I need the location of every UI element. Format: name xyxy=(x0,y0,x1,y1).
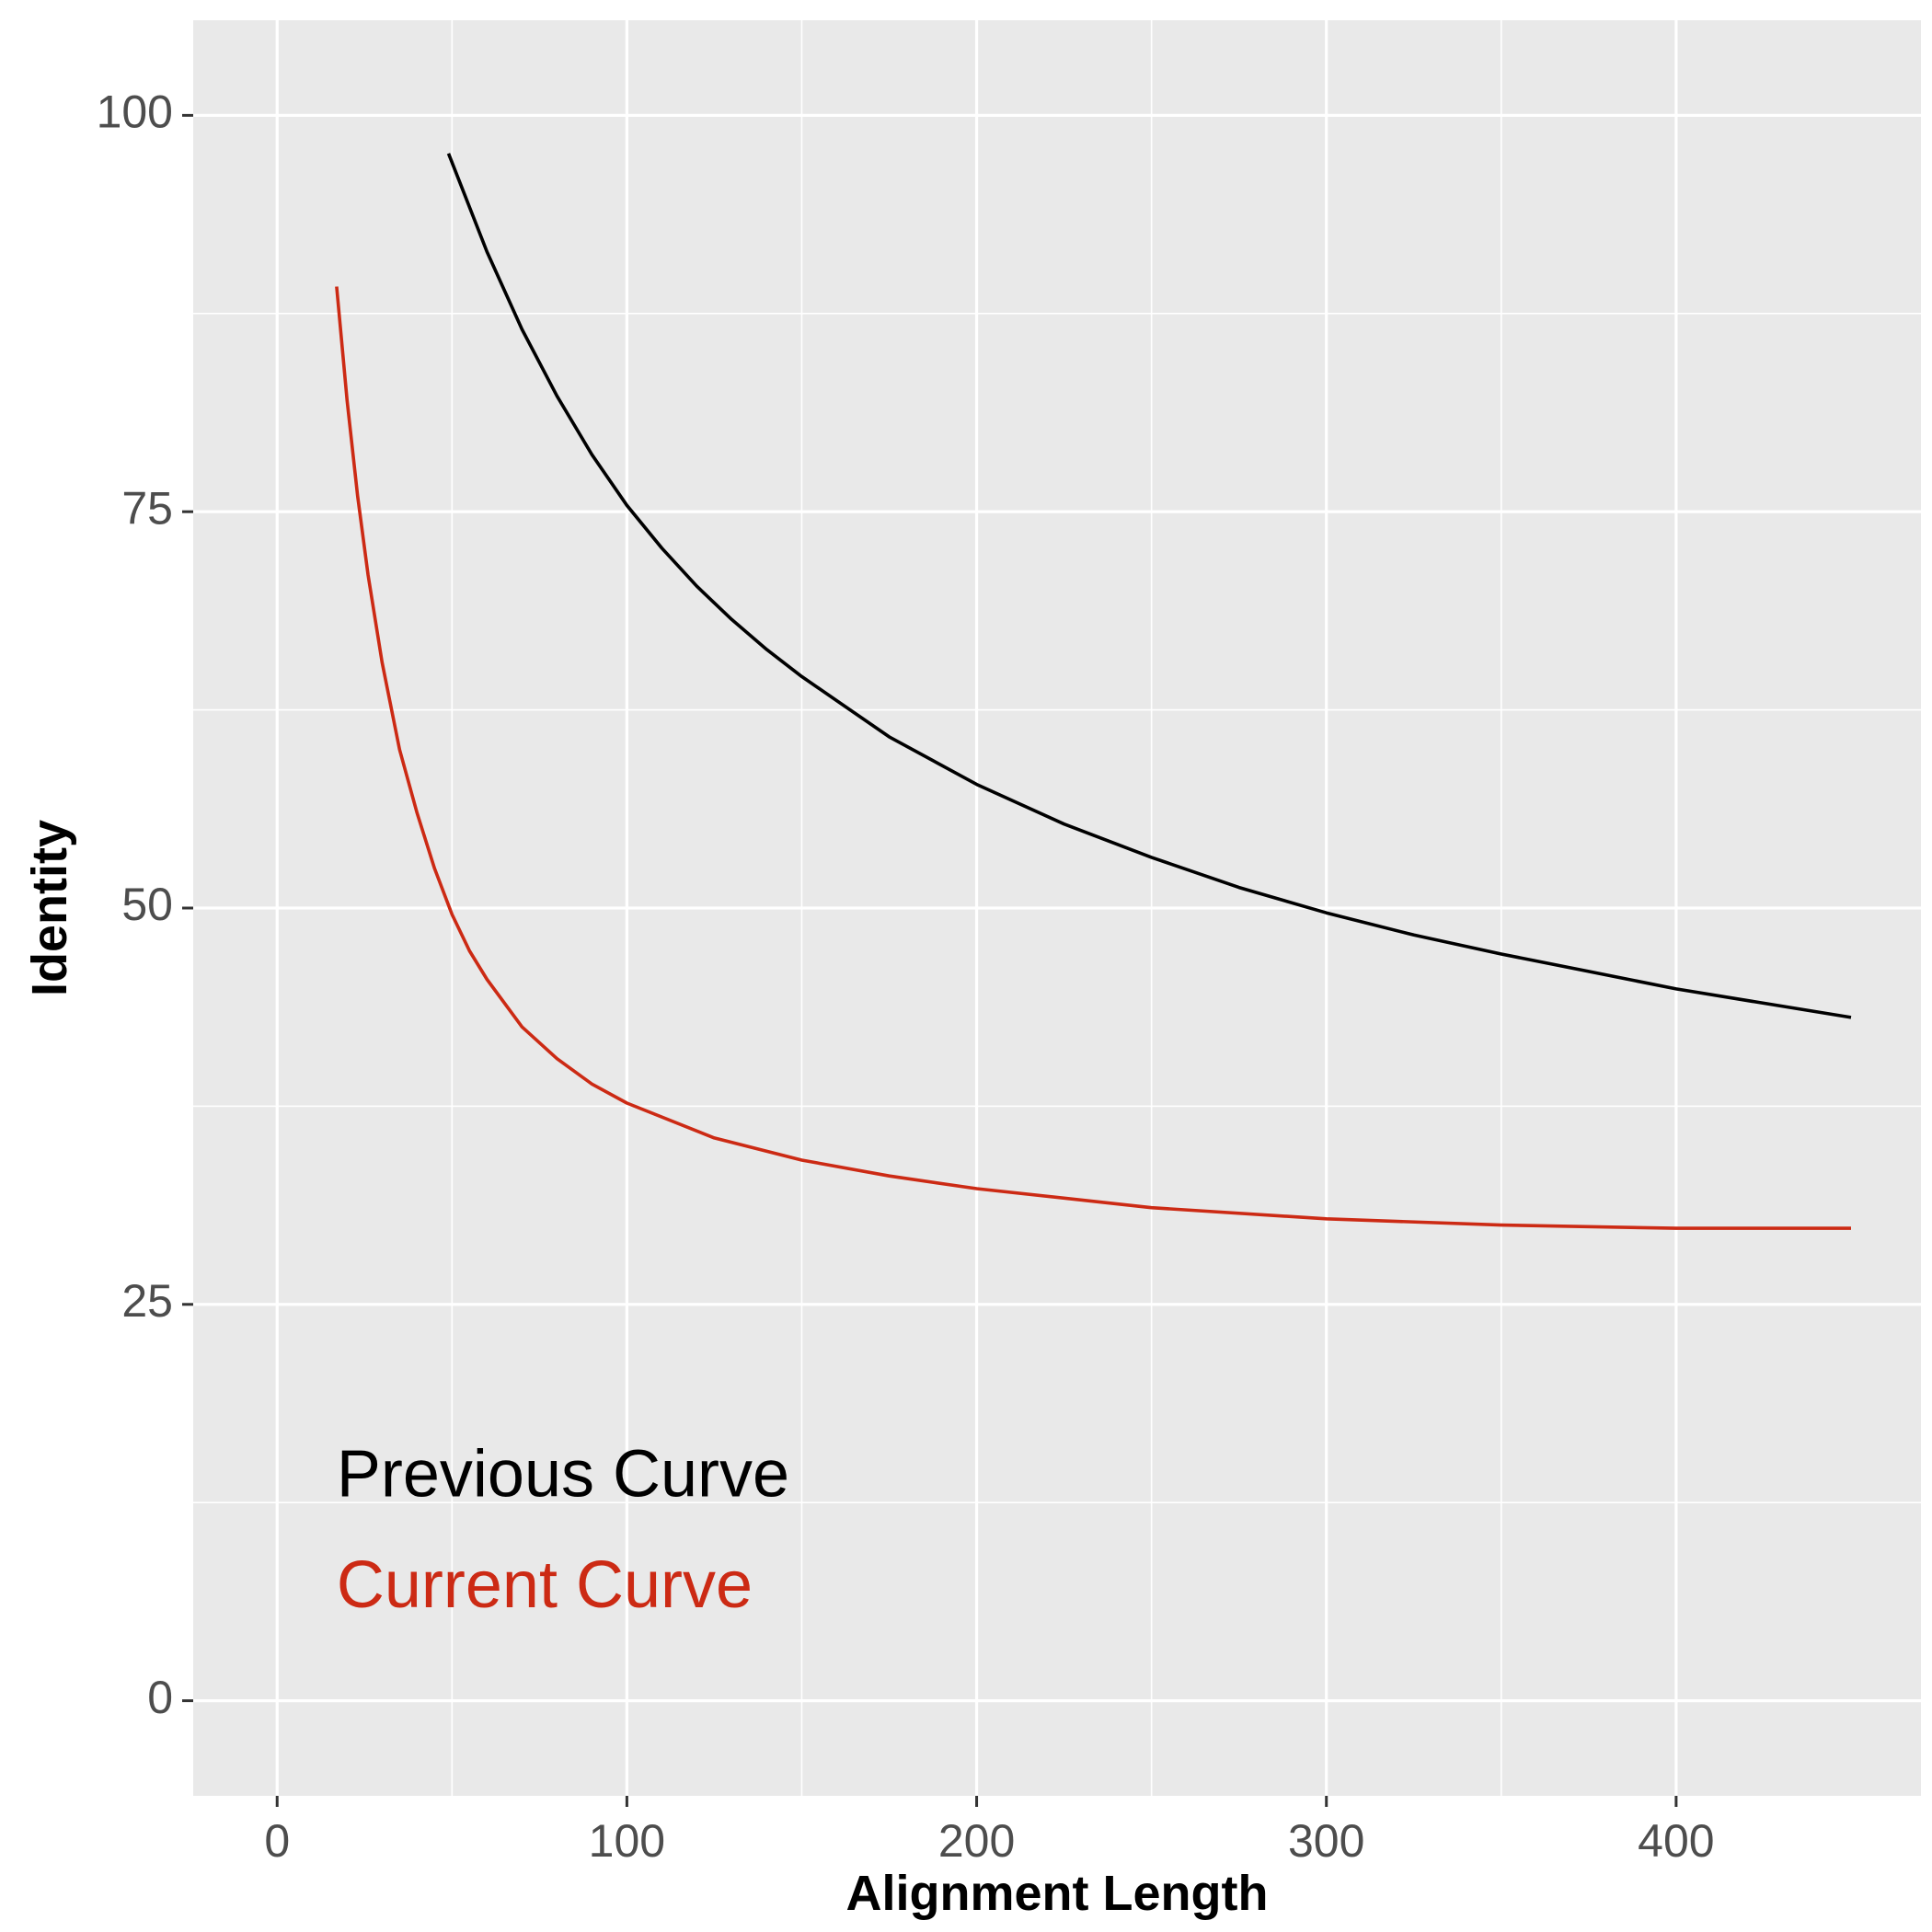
x-axis: 0 100 200 300 400 xyxy=(264,1796,1715,1867)
y-tick-label: 75 xyxy=(121,482,173,534)
y-axis: 0 25 50 75 100 xyxy=(97,86,193,1723)
series-layer xyxy=(335,153,1852,1230)
x-axis-title: Alignment Length xyxy=(846,1866,1269,1921)
y-tick-label: 50 xyxy=(121,879,173,930)
y-tick-label: 0 xyxy=(147,1672,173,1723)
annotation-layer: Previous Curve Current Curve xyxy=(337,1437,789,1622)
y-tick-label: 100 xyxy=(97,86,173,138)
x-tick-label: 100 xyxy=(589,1815,665,1867)
annotation-label-1: Previous Curve xyxy=(337,1437,789,1511)
x-tick-label: 400 xyxy=(1638,1815,1714,1867)
x-tick-label: 0 xyxy=(264,1815,290,1867)
x-tick-label: 300 xyxy=(1288,1815,1364,1867)
series-line-1 xyxy=(446,153,1852,1019)
x-tick-label: 200 xyxy=(938,1815,1015,1867)
series-line-2 xyxy=(335,286,1851,1230)
annotation-label-2: Current Curve xyxy=(337,1548,753,1622)
major-gridlines xyxy=(193,20,1921,1796)
y-tick-label: 25 xyxy=(121,1275,173,1327)
y-axis-title: Identity xyxy=(22,820,77,996)
